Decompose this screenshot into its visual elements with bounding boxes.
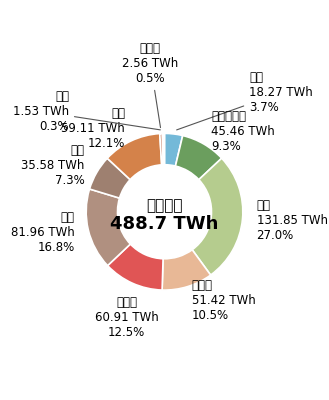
Text: 488.7 TWh: 488.7 TWh <box>110 215 219 233</box>
Text: 太陽光
51.42 TWh
10.5%: 太陽光 51.42 TWh 10.5% <box>192 278 256 322</box>
Wedge shape <box>108 244 163 290</box>
Text: その他
2.56 TWh
0.5%: その他 2.56 TWh 0.5% <box>122 42 179 128</box>
Wedge shape <box>89 158 130 198</box>
Text: 風力
131.85 TWh
27.0%: 風力 131.85 TWh 27.0% <box>257 199 328 242</box>
Wedge shape <box>175 136 222 180</box>
Text: 原子力
60.91 TWh
12.5%: 原子力 60.91 TWh 12.5% <box>95 296 159 339</box>
Wedge shape <box>160 134 163 165</box>
Text: 水力
18.27 TWh
3.7%: 水力 18.27 TWh 3.7% <box>177 71 313 130</box>
Text: 褐炭
81.96 TWh
16.8%: 褐炭 81.96 TWh 16.8% <box>11 212 75 254</box>
Wedge shape <box>192 158 243 275</box>
Text: バイオマス
45.46 TWh
9.3%: バイオマス 45.46 TWh 9.3% <box>211 110 275 153</box>
Wedge shape <box>164 134 183 166</box>
Text: 総発電量: 総発電量 <box>146 198 183 213</box>
Text: 石炭
35.58 TWh
7.3%: 石炭 35.58 TWh 7.3% <box>21 144 85 187</box>
Text: 石油
1.53 TWh
0.3%: 石油 1.53 TWh 0.3% <box>13 90 160 133</box>
Wedge shape <box>162 250 211 290</box>
Text: ガス
59.11 TWh
12.1%: ガス 59.11 TWh 12.1% <box>62 107 125 150</box>
Wedge shape <box>86 189 130 266</box>
Wedge shape <box>162 134 164 165</box>
Wedge shape <box>107 134 162 180</box>
